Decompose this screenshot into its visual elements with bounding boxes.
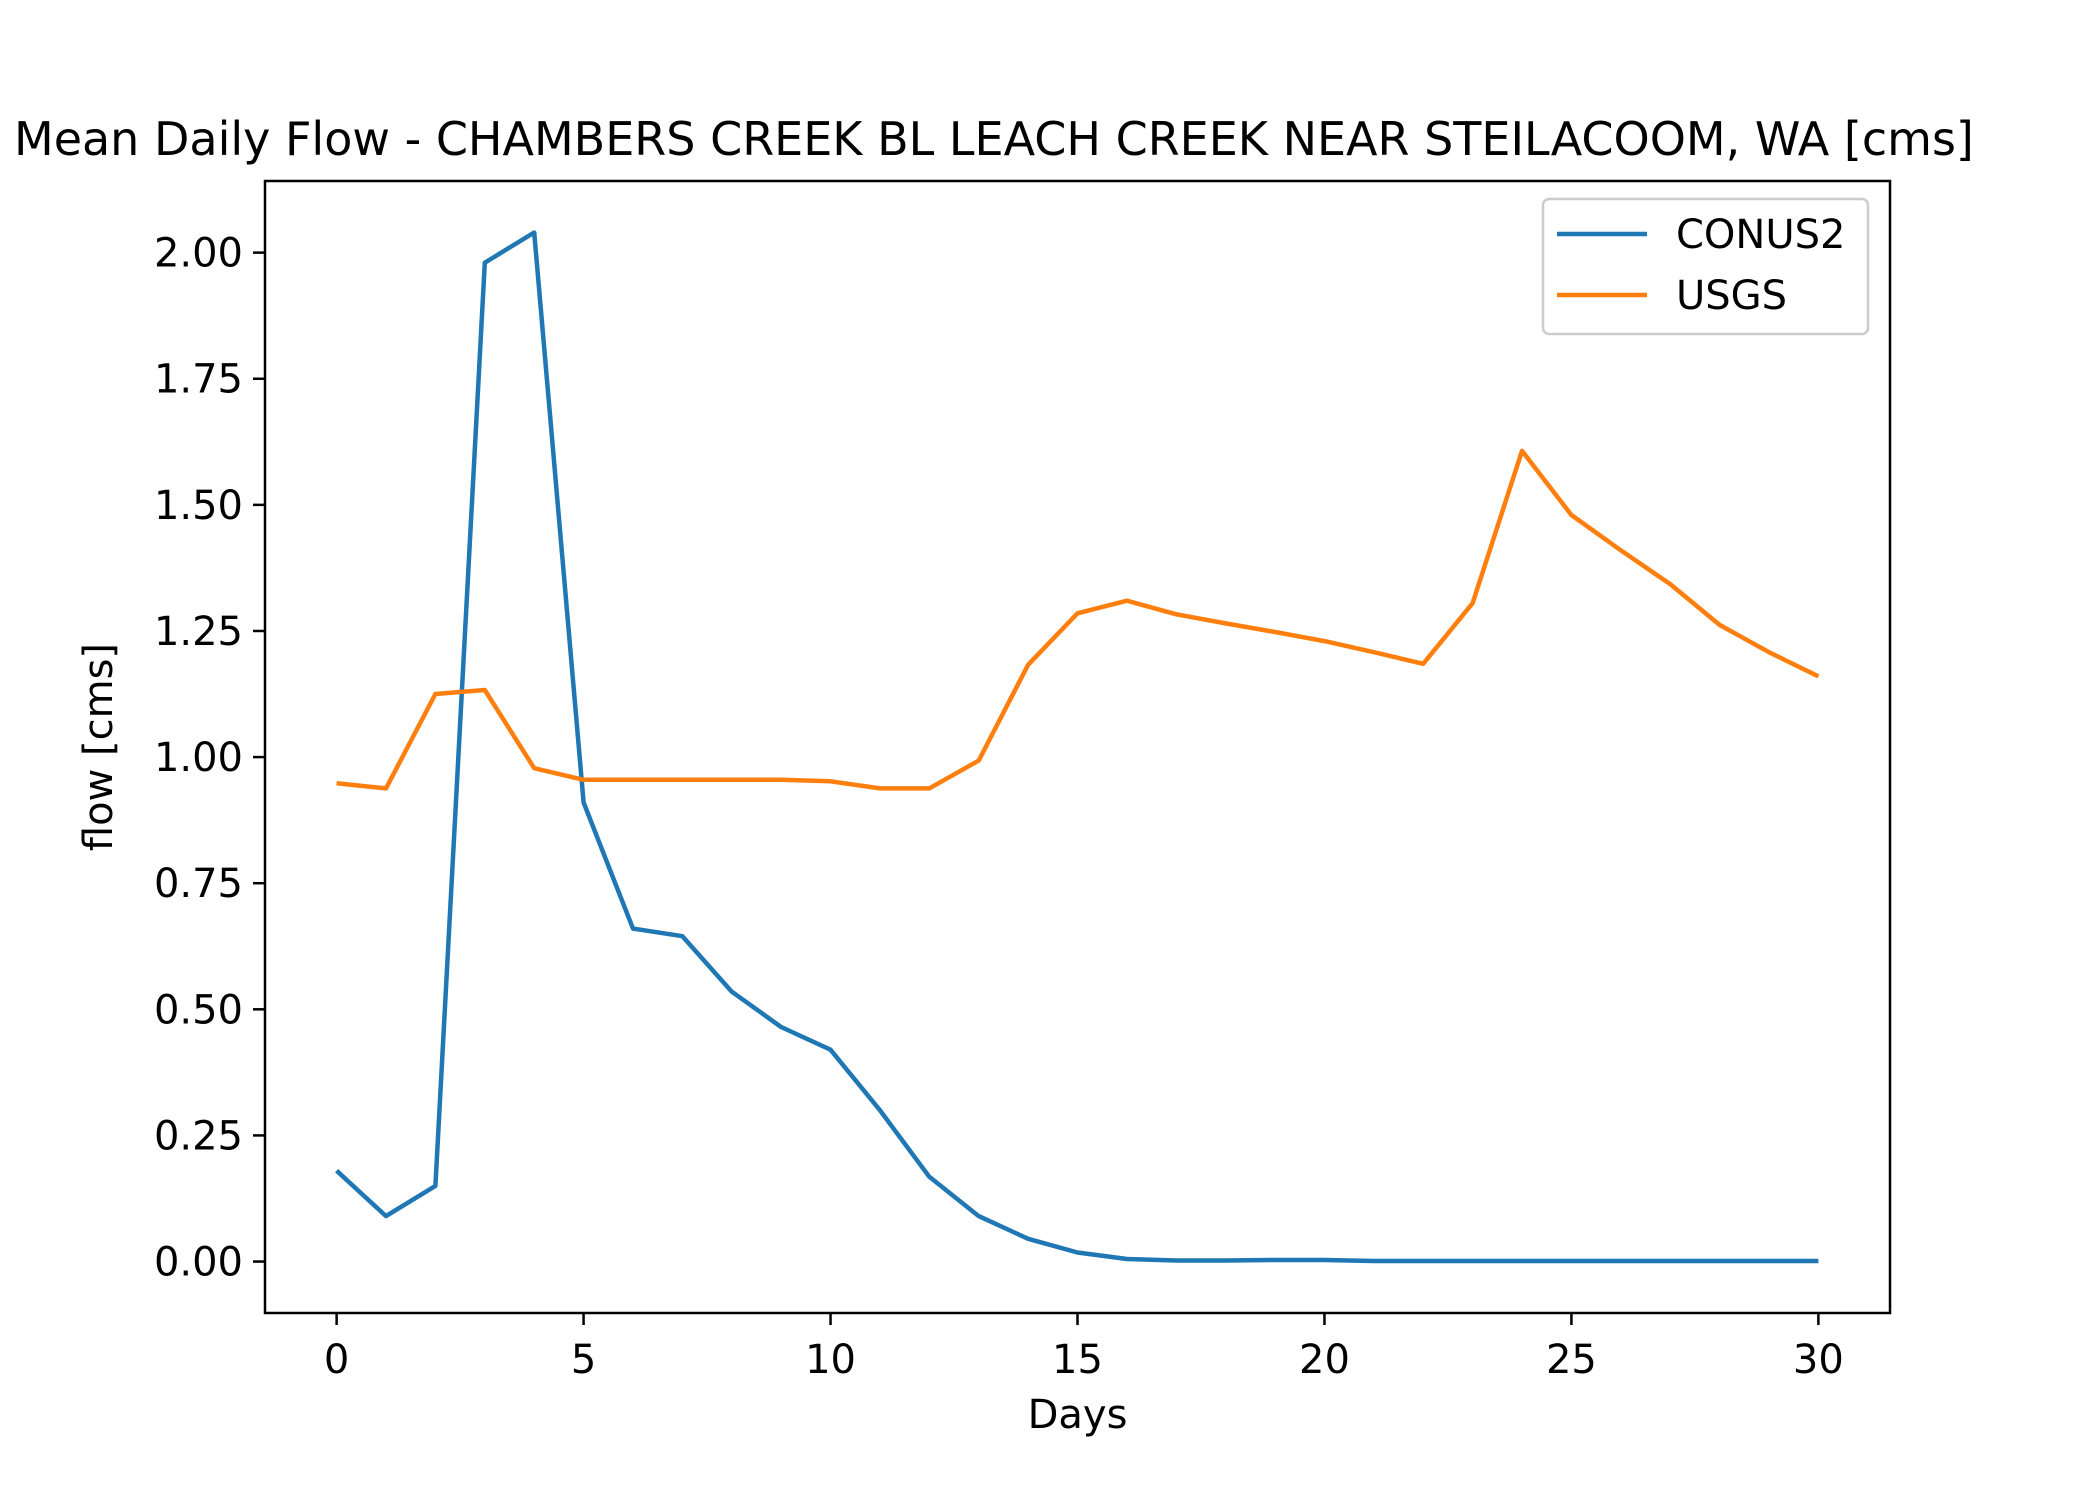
x-tick-label: 15 <box>1052 1337 1103 1383</box>
y-tick-label: 1.50 <box>154 483 243 529</box>
legend-label: USGS <box>1676 273 1787 319</box>
y-tick-label: 0.50 <box>154 987 243 1033</box>
x-tick-label: 5 <box>571 1337 596 1383</box>
series-layer <box>335 230 1820 1264</box>
y-tick-label: 1.25 <box>154 609 243 655</box>
y-tick-label: 1.75 <box>154 357 243 403</box>
x-tick-label: 10 <box>805 1337 856 1383</box>
y-axis-ticks: 0.00 0.25 0.50 0.75 1.00 1.25 1.50 1.75 2.00 <box>154 231 265 1286</box>
chart-title: Mean Daily Flow - CHAMBERS CREEK BL LEAC… <box>14 112 1974 166</box>
series-line-conus2 <box>335 230 1819 1264</box>
x-axis-ticks: 0 5 10 15 20 25 30 <box>324 1313 1844 1383</box>
y-axis-label: flow [cms] <box>76 643 122 851</box>
x-axis-label: Days <box>1028 1392 1128 1438</box>
x-tick-label: 25 <box>1546 1337 1597 1383</box>
legend: CONUS2 USGS <box>1541 197 1870 336</box>
y-tick-label: 0.75 <box>154 861 243 907</box>
y-tick-label: 1.00 <box>154 735 243 781</box>
y-tick-label: 2.00 <box>154 231 243 277</box>
series-line-usgs <box>336 448 1820 791</box>
plot-frame <box>263 179 1892 1315</box>
legend-label: CONUS2 <box>1676 212 1845 258</box>
y-tick-label: 0.00 <box>154 1240 243 1286</box>
x-tick-label: 0 <box>324 1337 349 1383</box>
y-tick-label: 0.25 <box>154 1113 243 1159</box>
x-tick-label: 20 <box>1299 1337 1350 1383</box>
x-tick-label: 30 <box>1793 1337 1844 1383</box>
